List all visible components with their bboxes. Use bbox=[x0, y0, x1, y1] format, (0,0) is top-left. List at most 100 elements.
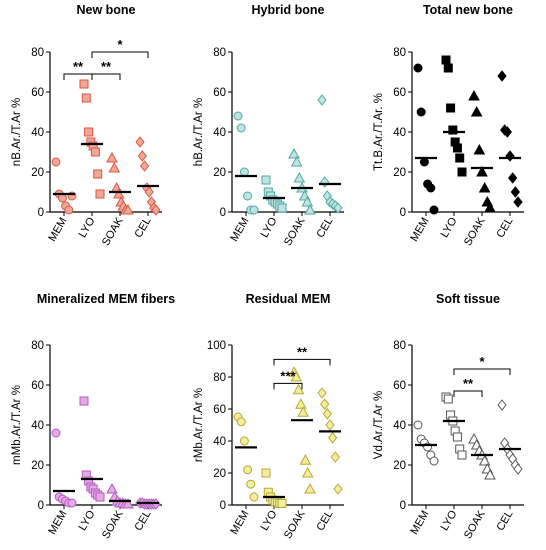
data-point bbox=[513, 196, 523, 208]
data-point bbox=[135, 136, 145, 148]
significance-label: ** bbox=[297, 344, 308, 359]
data-point bbox=[320, 176, 330, 188]
data-point bbox=[51, 157, 61, 167]
data-point bbox=[301, 195, 314, 207]
data-point bbox=[457, 450, 467, 460]
data-point bbox=[320, 398, 330, 411]
significance-bracket bbox=[91, 73, 121, 80]
data-point bbox=[484, 468, 496, 480]
data-point bbox=[476, 165, 488, 177]
y-tick-label: 80 bbox=[213, 47, 226, 59]
data-point bbox=[478, 181, 491, 193]
x-tick-label: MEM bbox=[408, 509, 431, 537]
data-point bbox=[457, 167, 467, 177]
y-tick-label: 40 bbox=[213, 436, 226, 448]
significance-bracket bbox=[63, 73, 93, 80]
panel-title: New bone bbox=[76, 3, 135, 17]
data-point bbox=[443, 394, 453, 404]
data-point bbox=[290, 370, 303, 382]
y-axis-label: mMb.Ar./T.Ar % bbox=[11, 385, 23, 465]
data-point bbox=[239, 436, 249, 446]
y-tick-label: 0 bbox=[38, 207, 44, 219]
data-point bbox=[473, 143, 486, 155]
y-tick-label: 0 bbox=[220, 207, 226, 219]
data-point bbox=[325, 419, 335, 431]
y-axis-label: Tt.B.Ar./T.Ar. % bbox=[373, 93, 385, 171]
data-point bbox=[429, 456, 439, 466]
panel-title: Residual MEM bbox=[246, 292, 331, 306]
y-tick-label: 0 bbox=[38, 500, 44, 512]
y-tick-label: 60 bbox=[213, 404, 226, 416]
data-point bbox=[419, 157, 429, 167]
data-point bbox=[106, 151, 118, 163]
y-tick-label: 20 bbox=[393, 167, 406, 179]
x-tick-label: LYO bbox=[77, 215, 98, 240]
x-tick-label: CEL bbox=[315, 509, 336, 534]
y-tick-label: 20 bbox=[31, 460, 44, 472]
data-point bbox=[468, 89, 480, 101]
significance-label: *** bbox=[280, 368, 296, 383]
y-tick-label: 80 bbox=[31, 340, 44, 352]
y-tick-label: 100 bbox=[207, 340, 226, 352]
data-point bbox=[301, 466, 314, 478]
significance-bracket bbox=[273, 358, 331, 366]
data-point bbox=[497, 399, 507, 411]
y-axis-label: Vd.Ar./T.Ar % bbox=[373, 391, 385, 459]
x-tick-label: SOAK bbox=[282, 215, 308, 248]
panel-2: Hybrid bone hB.Ar./T.Ar % 0 20 40 60 80 MEM LYO S… bbox=[193, 3, 344, 248]
data-point bbox=[246, 479, 256, 489]
data-point bbox=[292, 383, 305, 395]
data-point bbox=[416, 107, 426, 117]
x-tick-label: CEL bbox=[495, 216, 516, 241]
y-tick-label: 20 bbox=[213, 468, 226, 480]
panel-title: Total new bone bbox=[423, 3, 513, 17]
data-point bbox=[470, 105, 483, 117]
data-point bbox=[137, 150, 147, 162]
y-tick-label: 80 bbox=[31, 47, 44, 59]
significance-label: ** bbox=[101, 59, 112, 74]
data-point bbox=[277, 498, 287, 508]
significance-label: * bbox=[479, 354, 485, 369]
x-tick-label: CEL bbox=[133, 216, 154, 241]
data-point bbox=[452, 432, 462, 442]
y-axis-label: rMb.Ar./T.Ar % bbox=[193, 388, 205, 462]
data-point bbox=[122, 203, 134, 215]
data-point bbox=[293, 171, 306, 183]
data-point bbox=[484, 201, 496, 213]
data-point bbox=[508, 172, 518, 184]
data-point bbox=[413, 63, 423, 73]
x-tick-label: SOAK bbox=[100, 508, 126, 541]
data-point bbox=[295, 398, 307, 409]
data-point bbox=[426, 183, 436, 193]
y-axis-label: hB.Ar./T.Ar % bbox=[193, 98, 205, 166]
data-point bbox=[304, 203, 316, 215]
x-tick-label: SOAK bbox=[462, 508, 488, 541]
data-point bbox=[304, 482, 316, 494]
data-point bbox=[84, 127, 94, 137]
data-point bbox=[502, 126, 512, 138]
data-point bbox=[249, 205, 259, 215]
x-tick-label: MEM bbox=[228, 216, 251, 244]
x-tick-label: MEM bbox=[408, 216, 431, 244]
x-tick-label: CEL bbox=[315, 216, 336, 241]
y-tick-label: 60 bbox=[213, 87, 226, 99]
data-point bbox=[95, 492, 105, 502]
data-point bbox=[452, 143, 462, 153]
panel-6: Soft tissue Vd.Ar./T.Ar % 0 20 40 60 80 MEM LYO S… bbox=[373, 292, 524, 541]
y-tick-label: 0 bbox=[400, 207, 406, 219]
x-tick-label: CEL bbox=[495, 509, 516, 534]
data-point bbox=[57, 193, 67, 203]
data-point bbox=[249, 492, 259, 502]
data-point bbox=[261, 468, 271, 478]
x-tick-label: MEM bbox=[228, 509, 251, 537]
x-tick-label: LYO bbox=[439, 215, 460, 240]
data-point bbox=[243, 465, 253, 475]
x-tick-label: CEL bbox=[133, 509, 154, 534]
y-tick-label: 60 bbox=[393, 380, 406, 392]
data-point bbox=[429, 205, 439, 215]
data-point bbox=[299, 454, 312, 465]
x-tick-label: SOAK bbox=[462, 215, 488, 248]
data-point bbox=[322, 407, 332, 420]
data-point bbox=[51, 428, 61, 438]
